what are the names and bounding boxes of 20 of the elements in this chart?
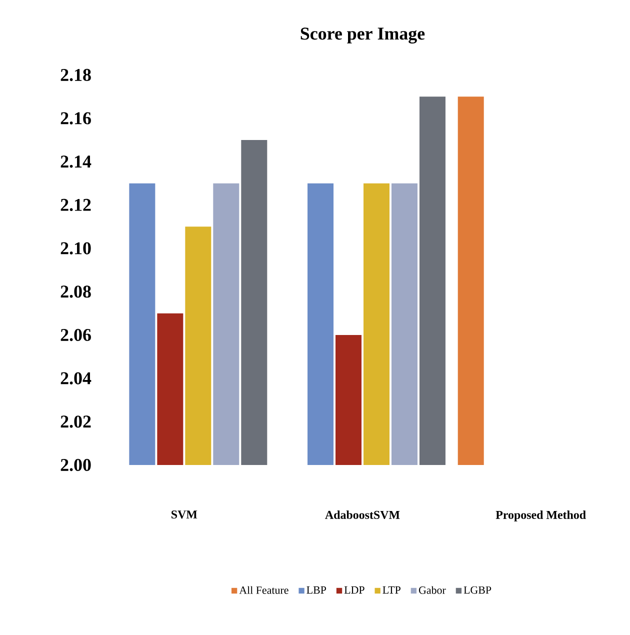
legend-label: LBP [306,586,326,594]
y-tick-label: 2.00 [60,458,91,472]
y-tick-label: 2.08 [60,286,91,298]
legend-label: LGBP [464,586,492,594]
y-tick-label: 2.14 [60,156,92,168]
legend-label: Gabor [418,586,446,594]
legend-label: LTP [382,586,400,594]
y-tick-label: 2.12 [60,198,91,212]
y-tick-label: 2.10 [60,242,91,254]
x-tick-label: SVM [172,510,198,519]
chart-title: Score per Image [300,28,425,44]
y-tick-label: 2.02 [60,416,91,428]
y-tick-label: 2.16 [60,112,91,124]
y-tick-label: 2.04 [60,372,92,384]
x-tick-label: AdaboostSVM [325,510,400,520]
y-tick-label: 2.06 [60,328,91,342]
x-tick-label: Proposed Method [496,510,586,522]
legend-label: All Feature [239,586,288,594]
y-tick-label: 2.18 [60,68,91,82]
legend-label: LDP [344,586,364,594]
